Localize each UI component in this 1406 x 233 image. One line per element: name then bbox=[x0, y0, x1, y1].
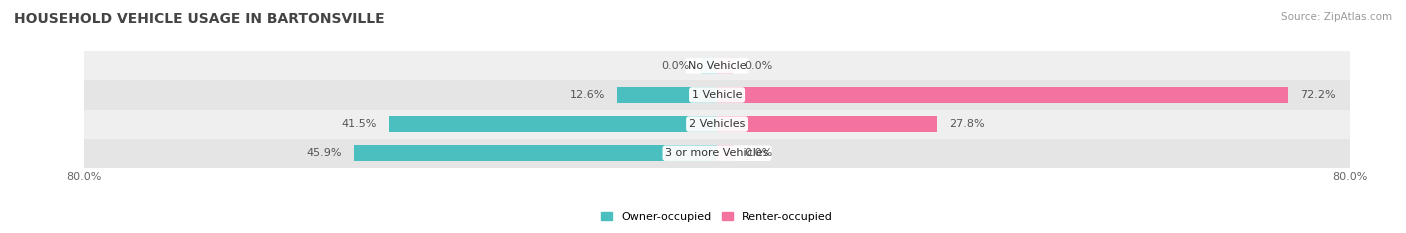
Text: HOUSEHOLD VEHICLE USAGE IN BARTONSVILLE: HOUSEHOLD VEHICLE USAGE IN BARTONSVILLE bbox=[14, 12, 385, 26]
Bar bbox=[84, 51, 1350, 80]
Text: 12.6%: 12.6% bbox=[571, 90, 606, 100]
Text: 27.8%: 27.8% bbox=[949, 119, 984, 129]
Text: 0.0%: 0.0% bbox=[745, 61, 773, 71]
Text: 0.0%: 0.0% bbox=[661, 61, 689, 71]
Bar bbox=[389, 116, 717, 132]
Text: 0.0%: 0.0% bbox=[745, 148, 773, 158]
Bar bbox=[702, 58, 717, 74]
Legend: Owner-occupied, Renter-occupied: Owner-occupied, Renter-occupied bbox=[596, 207, 838, 226]
Bar bbox=[354, 145, 717, 161]
Bar bbox=[617, 87, 717, 103]
Bar bbox=[84, 139, 1350, 168]
Text: 72.2%: 72.2% bbox=[1301, 90, 1336, 100]
Bar bbox=[84, 80, 1350, 110]
Text: 45.9%: 45.9% bbox=[307, 148, 342, 158]
Bar bbox=[717, 116, 936, 132]
Bar bbox=[84, 110, 1350, 139]
Text: 41.5%: 41.5% bbox=[342, 119, 377, 129]
Text: No Vehicle: No Vehicle bbox=[688, 61, 747, 71]
Text: Source: ZipAtlas.com: Source: ZipAtlas.com bbox=[1281, 12, 1392, 22]
Bar bbox=[717, 58, 733, 74]
Text: 3 or more Vehicles: 3 or more Vehicles bbox=[665, 148, 769, 158]
Bar bbox=[717, 145, 733, 161]
Bar bbox=[717, 87, 1288, 103]
Text: 1 Vehicle: 1 Vehicle bbox=[692, 90, 742, 100]
Text: 2 Vehicles: 2 Vehicles bbox=[689, 119, 745, 129]
